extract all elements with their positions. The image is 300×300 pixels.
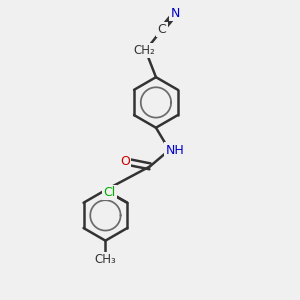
Text: CH₃: CH₃ (94, 254, 116, 266)
Text: CH₂: CH₂ (133, 44, 155, 57)
Text: N: N (171, 7, 180, 20)
Text: C: C (158, 23, 166, 36)
Text: Cl: Cl (103, 186, 116, 199)
Text: NH: NH (165, 143, 184, 157)
Text: O: O (120, 155, 130, 168)
